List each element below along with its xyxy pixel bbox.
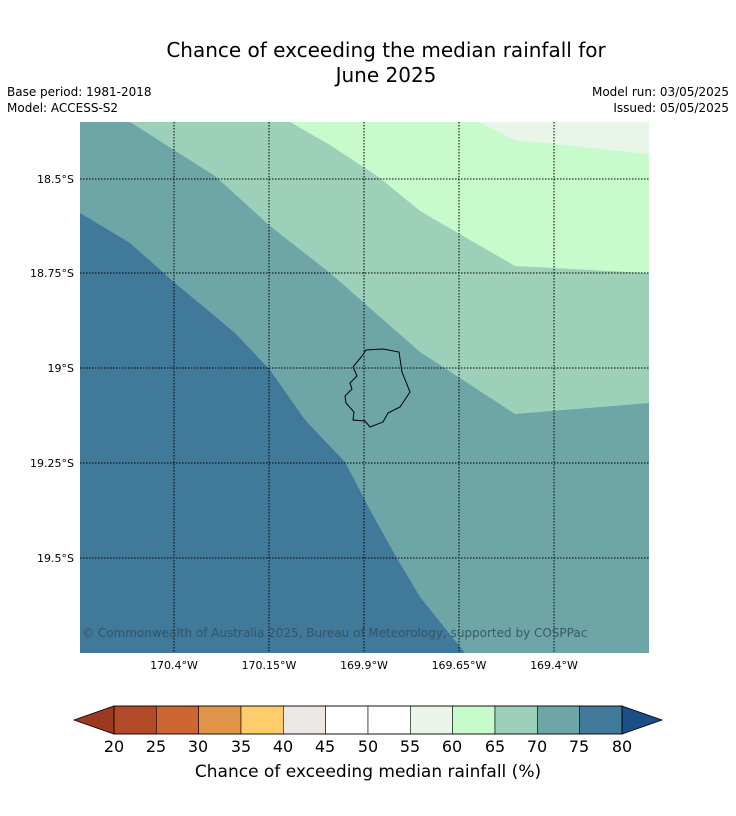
island-coastline	[344, 348, 411, 428]
graticule	[80, 122, 649, 653]
lon-labels: 170.4°W 170.15°W 169.9°W 169.65°W 169.4°…	[150, 659, 578, 672]
colorbar-frame	[113, 705, 623, 735]
colorbar-tick: 25	[146, 737, 166, 756]
lat-label: 19°S	[48, 362, 74, 375]
colorbar-segment	[198, 705, 242, 735]
base-period: Base period: 1981-2018	[7, 85, 152, 99]
meta-right: Model run: 03/05/2025 Issued: 05/05/2025	[592, 84, 729, 116]
colorbar-over-arrow	[621, 705, 664, 735]
colorbar-segment	[240, 705, 284, 735]
colorbar-segment	[367, 705, 411, 735]
title-line-2: June 2025	[335, 63, 437, 87]
colorbar: 20 25 30 35 40 45 50 55 60 65 70 75 80	[72, 705, 664, 756]
colorbar-segment	[156, 705, 199, 735]
colorbar-tick: 35	[231, 737, 251, 756]
colorbar-segment	[579, 705, 623, 735]
meta-left: Base period: 1981-2018 Model: ACCESS-S2	[7, 84, 152, 116]
colorbar-tick: 70	[527, 737, 547, 756]
title-line-1: Chance of exceeding the median rainfall …	[166, 38, 606, 62]
colorbar-tick: 55	[400, 737, 420, 756]
colorbar-segment	[494, 705, 538, 735]
colorbar-label: Chance of exceeding median rainfall (%)	[194, 762, 542, 782]
lon-label: 170.15°W	[242, 659, 297, 672]
colorbar-tick: 50	[358, 737, 378, 756]
colorbar-ticks: 20 25 30 35 40 45 50 55 60 65 70 75 80	[104, 737, 632, 756]
colorbar-tick: 60	[442, 737, 462, 756]
colorbar-segment	[537, 705, 580, 735]
colorbar-segment	[113, 705, 157, 735]
lat-label: 19.5°S	[37, 552, 74, 565]
colorbar-tick: 80	[612, 737, 632, 756]
lat-label: 19.25°S	[30, 457, 74, 470]
colorbar-segment	[410, 705, 453, 735]
colorbar-tick: 40	[273, 737, 293, 756]
colorbar-segment	[452, 705, 496, 735]
contour-band-55-60	[478, 122, 649, 154]
lon-label: 170.4°W	[150, 659, 198, 672]
colorbar-tick: 20	[104, 737, 124, 756]
lat-label: 18.75°S	[30, 267, 74, 280]
colorbar-segment	[283, 705, 326, 735]
colorbar-under-arrow	[72, 705, 115, 735]
lat-label: 18.5°S	[37, 173, 74, 186]
colorbar-tick: 45	[315, 737, 335, 756]
chart-title: Chance of exceeding the median rainfall …	[0, 38, 736, 88]
lon-label: 169.9°W	[340, 659, 388, 672]
colorbar-tick: 65	[485, 737, 505, 756]
issued-date: Issued: 05/05/2025	[613, 101, 729, 115]
model-run: Model run: 03/05/2025	[591, 85, 729, 99]
model-name: Model: ACCESS-S2	[7, 101, 119, 115]
colorbar-segment	[325, 705, 369, 735]
colorbar-segments	[113, 705, 623, 735]
contour-band-60-65	[290, 122, 649, 273]
lat-labels: 18.5°S 18.75°S 19°S 19.25°S 19.5°S	[30, 173, 74, 565]
colorbar-tick: 75	[569, 737, 589, 756]
lon-label: 169.4°W	[530, 659, 578, 672]
lon-label: 169.65°W	[432, 659, 487, 672]
colorbar-tick: 30	[188, 737, 208, 756]
copyright-notice: © Commonwealth of Australia 2025, Bureau…	[82, 626, 588, 640]
